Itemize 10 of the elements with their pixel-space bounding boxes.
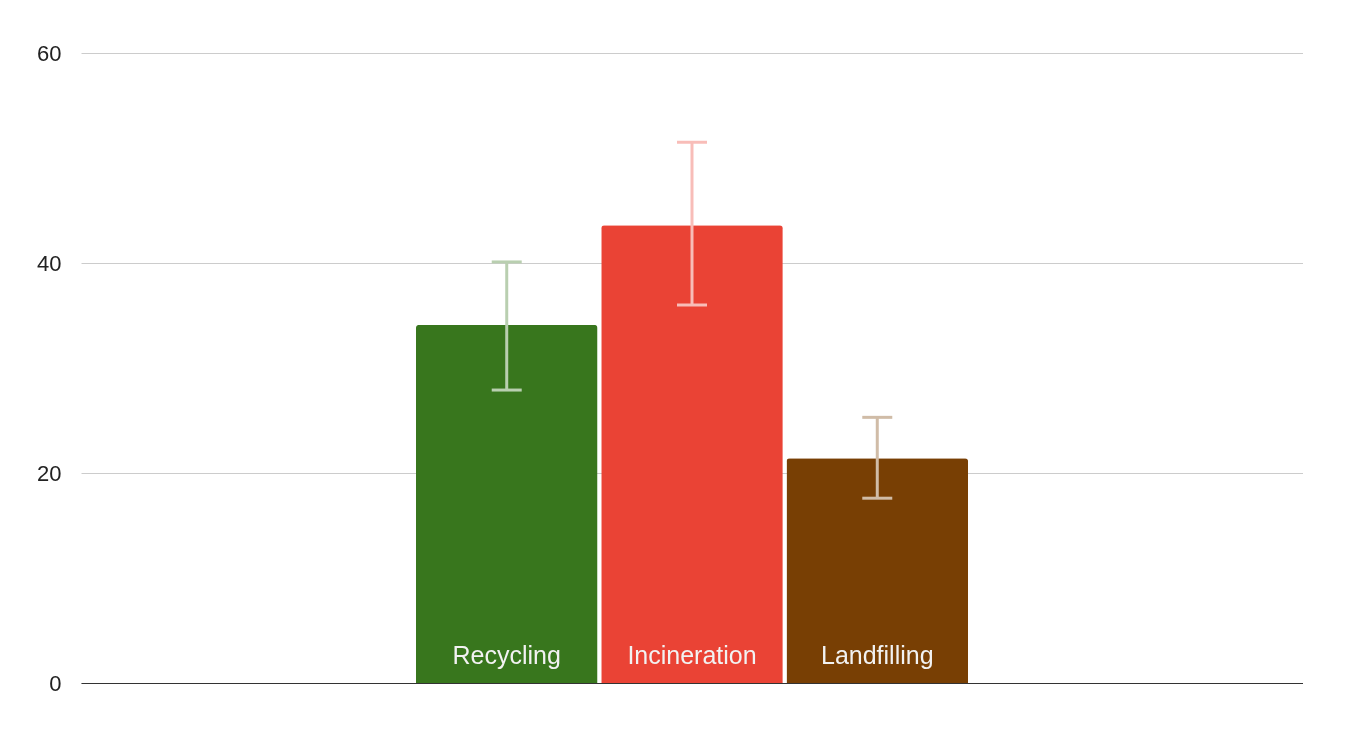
series-label: Recycling: [452, 641, 561, 669]
series-label: Incineration: [627, 641, 757, 669]
series-label: Landfilling: [820, 641, 934, 669]
y-tick-label: 60: [37, 40, 62, 66]
y-tick-label: 0: [49, 670, 62, 696]
bar: [601, 225, 783, 683]
y-tick-label: 20: [37, 460, 62, 486]
bar: [786, 458, 969, 683]
y-tick-label: 40: [37, 250, 62, 276]
bar: [415, 324, 598, 683]
